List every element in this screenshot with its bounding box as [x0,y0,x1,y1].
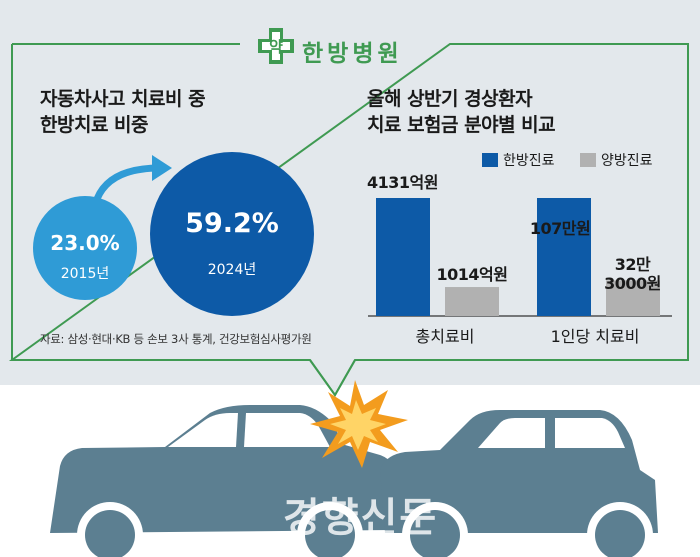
bar-label-total-korean: 4131억원 [367,173,438,192]
bar-per-person-western [606,280,660,316]
left-title-line1: 자동차사고 치료비 중 [40,88,206,110]
right-car-window-rear [555,418,625,448]
badge-label: 약 [269,38,283,56]
category-per-person: 1인당 치료비 [550,327,640,346]
watermark-logo: 경향신문 [283,495,439,541]
right-car-wheel-rear [595,510,645,557]
circle-2024-value: 59.2% [185,208,279,239]
right-car-window-front [478,418,545,448]
right-title-line2: 치료 보험금 분야별 비교 [367,114,556,136]
circle-2024-year: 2024년 [207,262,257,278]
circle-2024 [150,152,314,316]
left-car [50,405,398,557]
category-total: 총치료비 [415,327,475,346]
legend-label-western: 양방진료 [601,153,653,169]
bar-total-western [445,287,499,316]
circle-2015-value: 23.0% [50,231,120,255]
right-title-line1: 올해 상반기 경상환자 [367,88,533,110]
legend-label-korean: 한방진료 [503,153,555,169]
speech-tail [309,359,356,397]
crash-star-inner [330,400,386,450]
source-note: 자료: 삼성·현대·KB 등 손보 3사 통계, 건강보험심사평가원 [40,332,312,346]
page-title: 한방병원 [302,41,403,67]
left-title-line2: 한방치료 비중 [40,114,149,136]
left-car-wheel-rear [85,510,135,557]
right-car [380,410,658,557]
left-car-window-rear [168,413,238,447]
bar-label-total-western: 1014억원 [436,265,508,284]
legend-swatch-korean [482,153,498,167]
bar-label-per-western: 32만 3000원 [604,255,661,293]
circle-2015 [33,196,137,300]
growth-arrow-head [152,155,172,181]
bar-per-person-korean [537,198,591,316]
circle-2015-year: 2015년 [60,266,110,282]
left-car-wheel-front [305,510,355,557]
info-panel [0,0,700,385]
left-car-window-front [244,413,330,447]
bars-group [376,198,660,316]
bar-label-per-korean: 107만원 [529,219,591,238]
bar-total-korean [376,198,430,316]
legend-swatch-western [580,153,596,167]
right-car-wheel-front [410,510,460,557]
cross-icon [258,28,294,64]
tail-fill [312,359,353,393]
growth-arrow [91,164,161,207]
